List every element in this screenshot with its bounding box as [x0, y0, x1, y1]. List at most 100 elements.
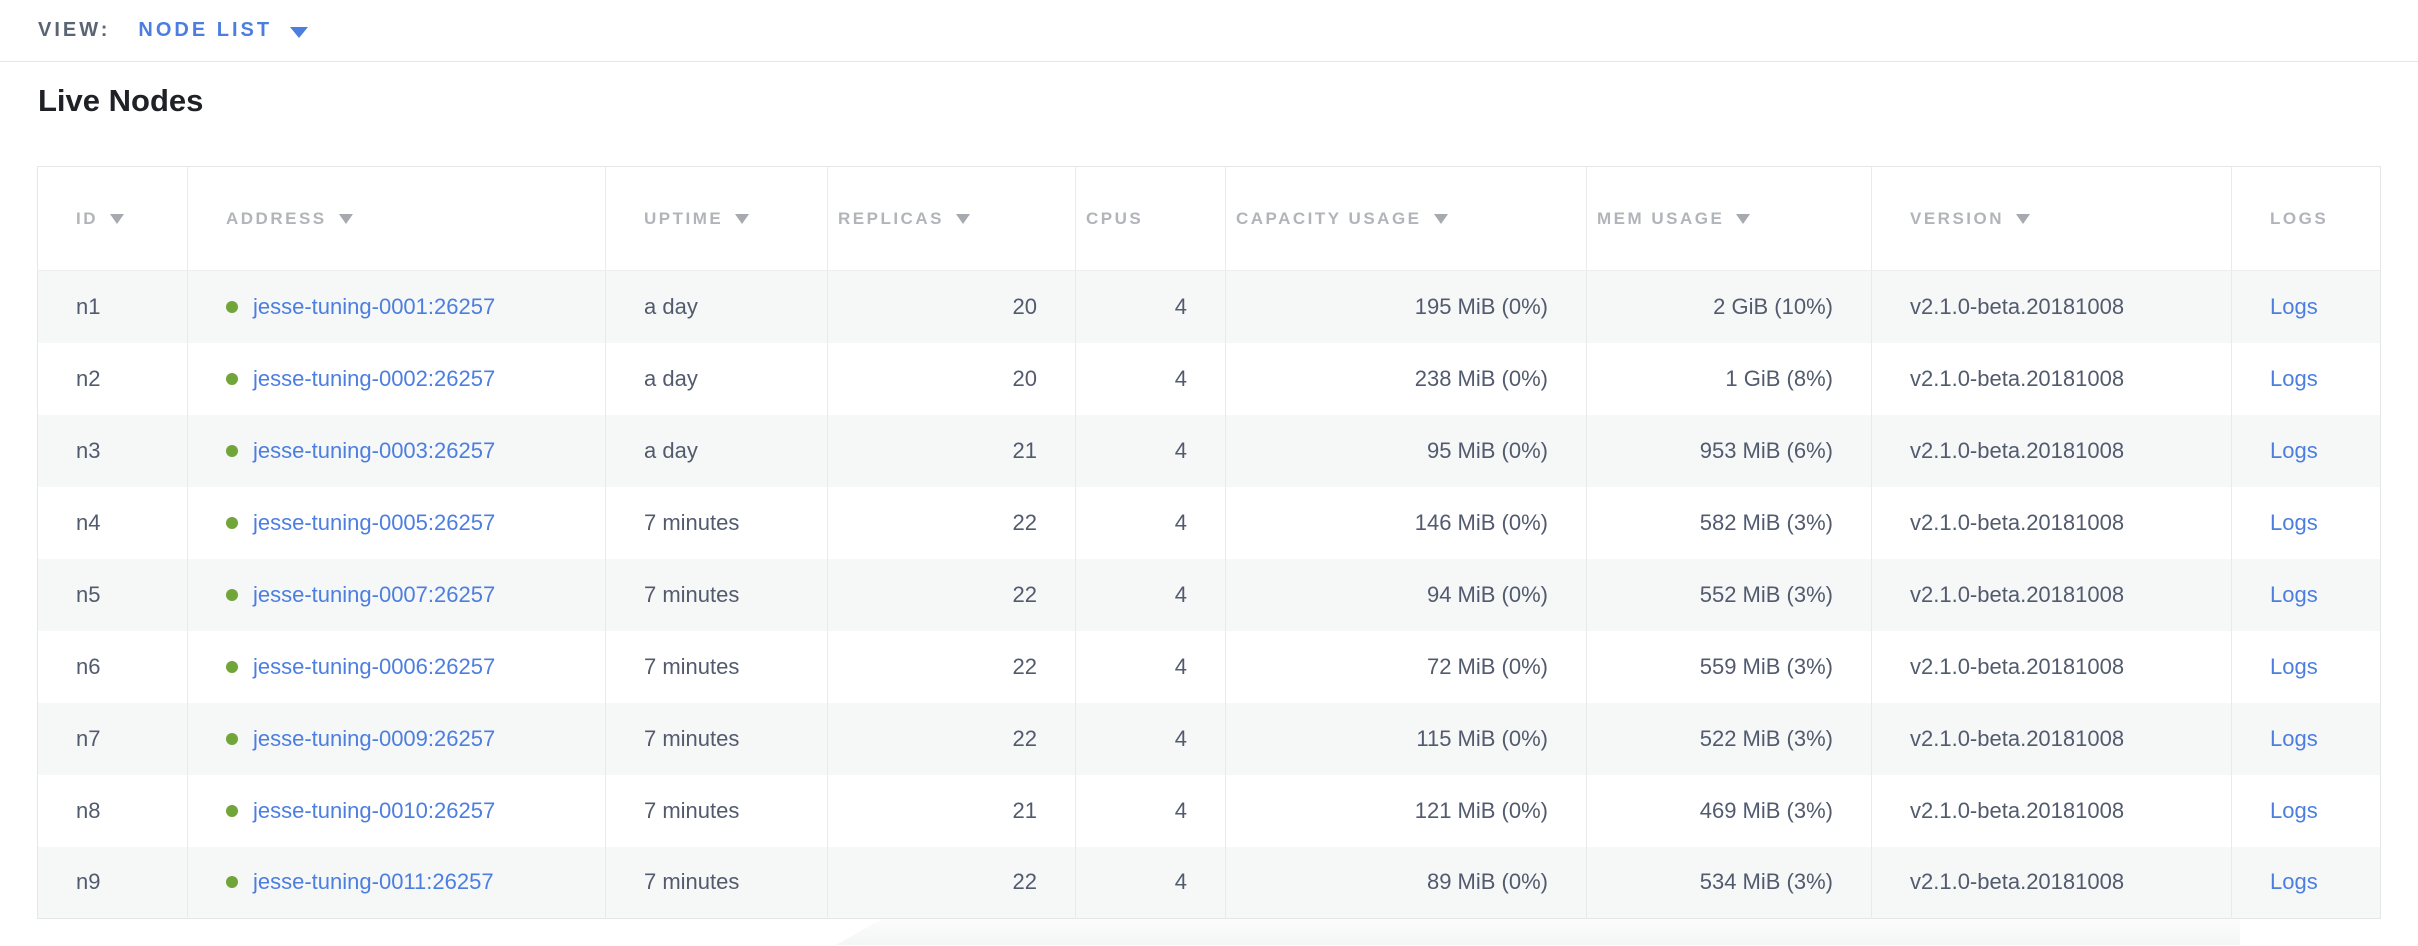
replicas-cell: 22	[827, 630, 1076, 703]
logs-link[interactable]: Logs	[2270, 581, 2318, 607]
live-status-dot-icon	[226, 444, 238, 457]
node-address-link[interactable]: jesse-tuning-0009:26257	[253, 725, 496, 751]
node-address-link[interactable]: jesse-tuning-0011:26257	[253, 869, 494, 895]
version-cell: v2.1.0-beta.20181008	[1871, 486, 2232, 559]
replicas-cell: 22	[827, 702, 1076, 775]
table-row: n9 jesse-tuning-0011:26257 7 minutes 22 4 89 …	[37, 846, 2381, 919]
mem-cell: 582 MiB (3%)	[1586, 486, 1872, 559]
sort-arrow-icon	[2016, 213, 2031, 224]
address-cell: jesse-tuning-0001:26257	[187, 270, 606, 343]
logs-link[interactable]: Logs	[2270, 869, 2318, 895]
logs-cell: Logs	[2232, 559, 2381, 631]
cpus-cell: 4	[1075, 414, 1226, 487]
id-cell: n8	[37, 774, 188, 847]
column-header-label: ADDRESS	[226, 208, 327, 228]
column-header-uptime[interactable]: UPTIME	[605, 166, 828, 271]
logs-cell: Logs	[2232, 847, 2381, 919]
cpus-cell: 4	[1075, 558, 1226, 631]
logs-link[interactable]: Logs	[2270, 365, 2318, 391]
address-cell: jesse-tuning-0002:26257	[187, 342, 606, 415]
capacity-cell: 238 MiB (0%)	[1225, 342, 1587, 415]
table-row: n5 jesse-tuning-0007:26257 7 minutes 22 4 94 …	[37, 558, 2381, 631]
column-header-mem[interactable]: MEM USAGE	[1586, 166, 1872, 271]
version-cell: v2.1.0-beta.20181008	[1871, 630, 2232, 703]
column-header-address[interactable]: ADDRESS	[187, 166, 606, 271]
cpus-cell: 4	[1075, 486, 1226, 559]
id-cell: n3	[37, 414, 188, 487]
node-address-link[interactable]: jesse-tuning-0002:26257	[253, 365, 496, 391]
cpus-cell: 4	[1075, 846, 1226, 919]
node-address-link[interactable]: jesse-tuning-0007:26257	[253, 581, 496, 607]
table-row: n6 jesse-tuning-0006:26257 7 minutes 22 4 72 …	[37, 630, 2381, 703]
logs-link[interactable]: Logs	[2270, 293, 2318, 319]
sort-arrow-icon	[1736, 213, 1751, 224]
view-bar: VIEW: NODE LIST	[0, 0, 2418, 62]
version-cell: v2.1.0-beta.20181008	[1871, 774, 2232, 847]
live-status-dot-icon	[226, 588, 238, 601]
node-address-link[interactable]: jesse-tuning-0010:26257	[253, 797, 496, 823]
address-cell: jesse-tuning-0006:26257	[187, 630, 606, 703]
logs-link[interactable]: Logs	[2270, 725, 2318, 751]
cpus-cell: 4	[1075, 630, 1226, 703]
uptime-cell: 7 minutes	[605, 702, 828, 775]
version-cell: v2.1.0-beta.20181008	[1871, 414, 2232, 487]
column-header-label: ID	[76, 208, 98, 228]
address-cell: jesse-tuning-0011:26257	[187, 846, 606, 919]
view-selector-dropdown[interactable]: NODE LIST	[138, 19, 309, 42]
column-header-logs: LOGS	[2231, 166, 2381, 271]
live-nodes-table: ID ADDRESS UPTIME REPLICAS CPUS CAPACITY USAG…	[37, 166, 2381, 919]
logs-cell: Logs	[2232, 487, 2381, 559]
version-cell: v2.1.0-beta.20181008	[1871, 342, 2232, 415]
logs-cell: Logs	[2232, 343, 2381, 415]
node-address-link[interactable]: jesse-tuning-0005:26257	[253, 509, 496, 535]
table-row: n7 jesse-tuning-0009:26257 7 minutes 22 4 115…	[37, 702, 2381, 775]
capacity-cell: 95 MiB (0%)	[1225, 414, 1587, 487]
logs-link[interactable]: Logs	[2270, 437, 2318, 463]
version-cell: v2.1.0-beta.20181008	[1871, 270, 2232, 343]
mem-cell: 552 MiB (3%)	[1586, 558, 1872, 631]
capacity-cell: 72 MiB (0%)	[1225, 630, 1587, 703]
capacity-cell: 94 MiB (0%)	[1225, 558, 1587, 631]
sort-arrow-icon	[735, 213, 750, 224]
address-cell: jesse-tuning-0010:26257	[187, 774, 606, 847]
column-header-capacity[interactable]: CAPACITY USAGE	[1225, 166, 1587, 271]
node-address-link[interactable]: jesse-tuning-0006:26257	[253, 653, 496, 679]
version-cell: v2.1.0-beta.20181008	[1871, 846, 2232, 919]
capacity-cell: 89 MiB (0%)	[1225, 846, 1587, 919]
uptime-cell: 7 minutes	[605, 774, 828, 847]
id-cell: n9	[37, 846, 188, 919]
replicas-cell: 22	[827, 846, 1076, 919]
logs-link[interactable]: Logs	[2270, 797, 2318, 823]
column-header-label: VERSION	[1910, 208, 2005, 228]
column-header-replicas[interactable]: REPLICAS	[827, 166, 1076, 271]
uptime-cell: 7 minutes	[605, 558, 828, 631]
below-table-shadow	[836, 919, 2240, 945]
live-status-dot-icon	[226, 804, 238, 817]
live-status-dot-icon	[226, 300, 238, 313]
replicas-cell: 21	[827, 414, 1076, 487]
mem-cell: 469 MiB (3%)	[1586, 774, 1872, 847]
sort-arrow-icon	[1433, 213, 1448, 224]
live-status-dot-icon	[226, 372, 238, 385]
id-cell: n1	[37, 270, 188, 343]
table-row: n8 jesse-tuning-0010:26257 7 minutes 21 4 121…	[37, 774, 2381, 847]
logs-link[interactable]: Logs	[2270, 509, 2318, 535]
column-header-label: UPTIME	[644, 208, 724, 228]
live-status-dot-icon	[226, 516, 238, 529]
node-address-link[interactable]: jesse-tuning-0003:26257	[253, 437, 496, 463]
logs-link[interactable]: Logs	[2270, 653, 2318, 679]
table-header: ID ADDRESS UPTIME REPLICAS CPUS CAPACITY USAG…	[37, 166, 2381, 271]
replicas-cell: 22	[827, 558, 1076, 631]
table-body: n1 jesse-tuning-0001:26257 a day 20 4 195 MiB…	[37, 270, 2381, 919]
table-row: n2 jesse-tuning-0002:26257 a day 20 4 238 MiB…	[37, 342, 2381, 415]
uptime-cell: a day	[605, 414, 828, 487]
column-header-version[interactable]: VERSION	[1871, 166, 2232, 271]
id-cell: n4	[37, 486, 188, 559]
live-status-dot-icon	[226, 732, 238, 745]
live-status-dot-icon	[226, 660, 238, 673]
node-address-link[interactable]: jesse-tuning-0001:26257	[253, 293, 496, 319]
replicas-cell: 20	[827, 342, 1076, 415]
replicas-cell: 22	[827, 486, 1076, 559]
live-status-dot-icon	[226, 876, 238, 889]
column-header-id[interactable]: ID	[37, 166, 188, 271]
